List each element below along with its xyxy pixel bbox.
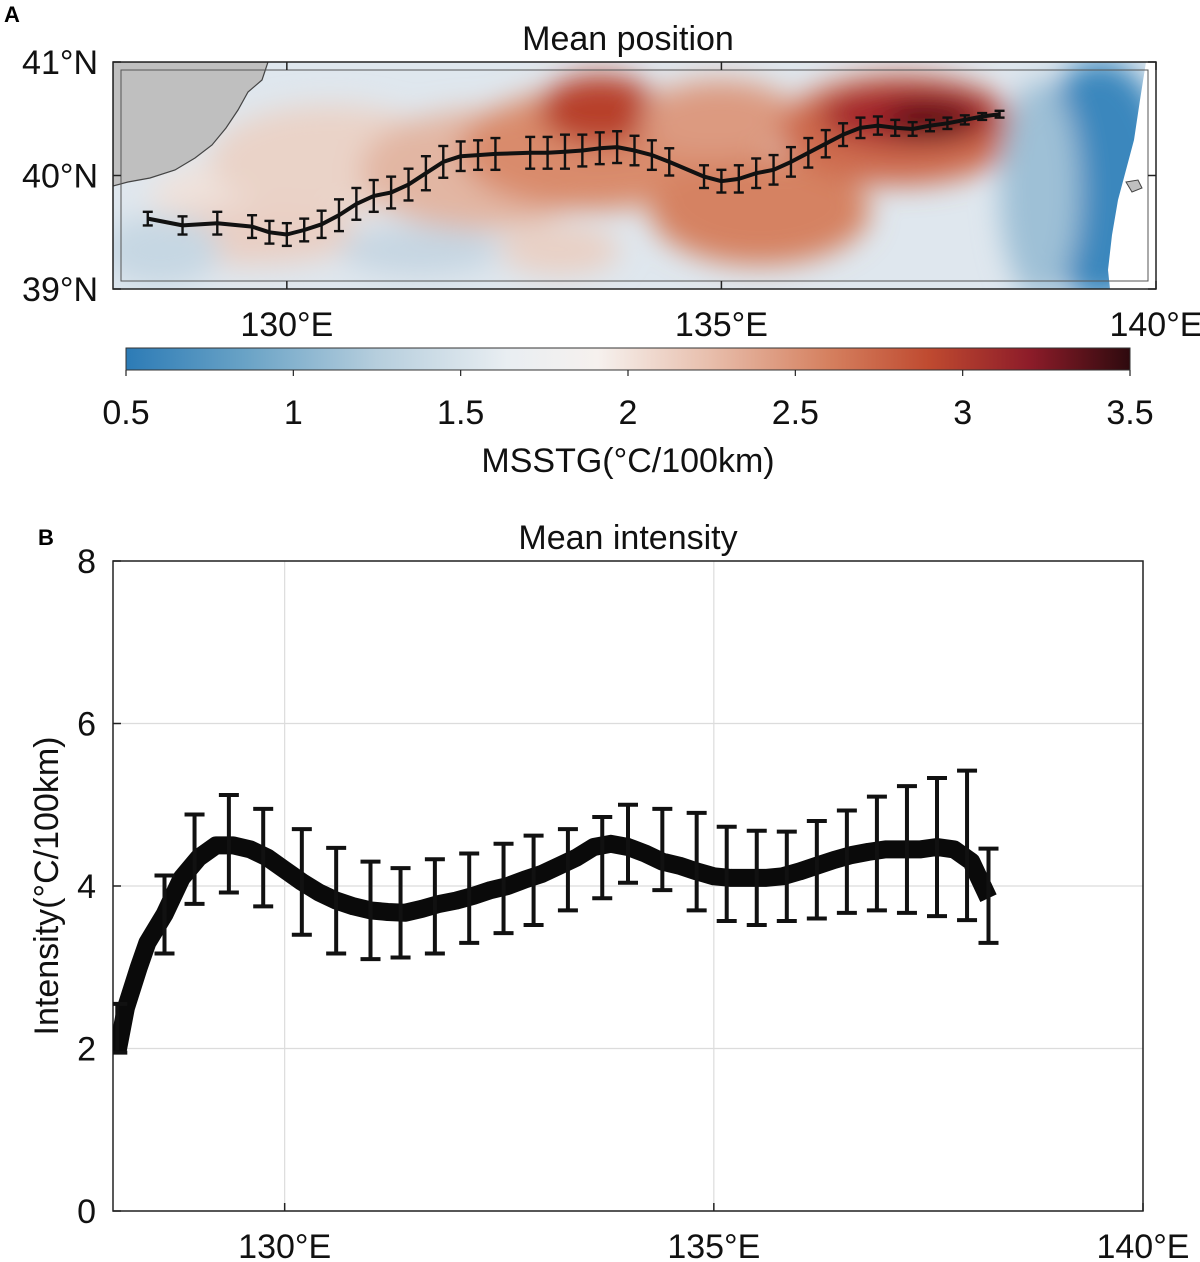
panel-b-xtick-label: 140°E xyxy=(1096,1228,1189,1262)
colorbar-tick-label: 1 xyxy=(284,394,303,432)
panel-a-ytick-label: 41°N xyxy=(22,44,98,82)
map-field xyxy=(113,62,1156,289)
colorbar-ticks: 0.5 1 1.5 2 2.5 3 3.5 xyxy=(102,370,1154,432)
panel-a-title: Mean position xyxy=(522,20,734,58)
colorbar-tick-label: 3 xyxy=(953,394,972,432)
panel-b-xtick-label: 130°E xyxy=(238,1228,331,1262)
colorbar-tick-label: 2 xyxy=(619,394,638,432)
panel-b-ticks: 130°E 135°E 140°E 0 2 4 6 8 xyxy=(77,543,1189,1262)
colorbar-tick-label: 1.5 xyxy=(437,394,484,432)
colorbar-tick-label: 3.5 xyxy=(1106,394,1153,432)
panel-b-ytick-label: 8 xyxy=(77,543,96,581)
panel-letter-a: A xyxy=(4,2,20,27)
panel-a-ytick-label: 39°N xyxy=(22,271,98,309)
island-mark xyxy=(1125,179,1143,193)
panel-b-ytick-label: 4 xyxy=(77,868,96,906)
panel-b-ytick-label: 2 xyxy=(77,1031,96,1069)
panel-a-xtick-label: 130°E xyxy=(240,306,333,344)
panel-a-xtick-label: 140°E xyxy=(1109,306,1200,344)
panel-b-title: Mean intensity xyxy=(518,519,737,557)
colorbar-tick-label: 0.5 xyxy=(102,394,149,432)
panel-b-ylabel: Intensity(°C/100km) xyxy=(28,737,66,1036)
panel-b-ytick-label: 0 xyxy=(77,1193,96,1231)
intensity-line xyxy=(113,834,997,1055)
intensity-errorbars xyxy=(113,768,999,1055)
land-korea xyxy=(113,62,269,187)
panel-letter-b: B xyxy=(38,525,54,550)
panel-a-xtick-label: 135°E xyxy=(675,306,768,344)
land-japan xyxy=(1108,62,1156,289)
panel-a-ticks: 130°E 135°E 140°E 39°N 40°N 41°N xyxy=(22,44,1200,344)
panel-a-ytick-label: 40°N xyxy=(22,158,98,196)
colorbar-tick-label: 2.5 xyxy=(772,394,819,432)
panel-b-xtick-label: 135°E xyxy=(667,1228,760,1262)
colorbar xyxy=(125,347,1131,371)
colorbar-label: MSSTG(°C/100km) xyxy=(481,442,774,480)
front-line xyxy=(147,112,1000,237)
panel-b-ytick-label: 6 xyxy=(77,706,96,744)
